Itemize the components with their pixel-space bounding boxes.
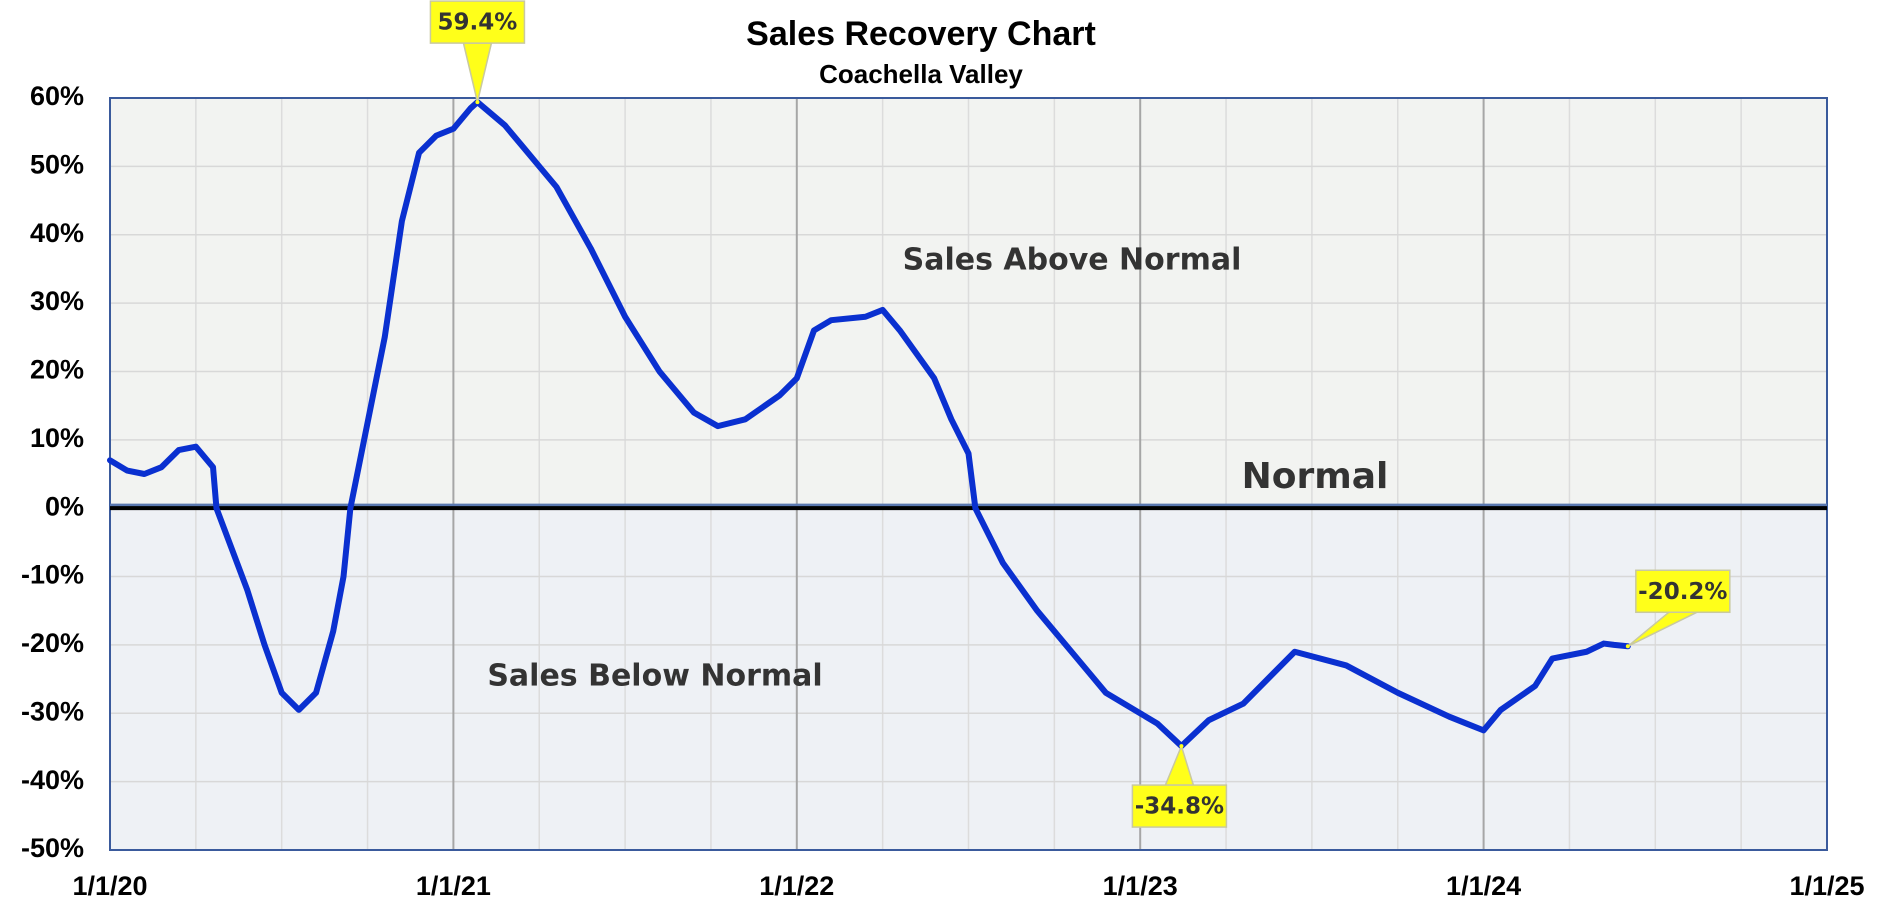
data-line	[107, 99, 1631, 750]
y-tick-label: -20%	[21, 628, 84, 658]
callout-label: -20.2%	[1638, 579, 1727, 605]
callout-label: -34.8%	[1135, 794, 1224, 820]
chart-subtitle: Coachella Valley	[819, 59, 1023, 89]
y-tick-label: 0%	[45, 491, 84, 521]
callout-point	[475, 100, 480, 105]
y-tick-label: 10%	[30, 423, 84, 453]
chart-title: Sales Recovery Chart	[746, 15, 1096, 53]
x-tick-label: 1/1/22	[759, 871, 834, 901]
y-tick-label: -10%	[21, 560, 84, 590]
y-tick-label: 20%	[30, 355, 84, 385]
x-tick-label: 1/1/25	[1789, 871, 1864, 901]
callout-point	[1625, 644, 1630, 649]
y-tick-label: -40%	[21, 765, 84, 795]
callout-box	[429, 0, 526, 44]
x-tick-label: 1/1/21	[416, 871, 491, 901]
plot-border	[109, 97, 1828, 851]
callout-point	[1179, 744, 1184, 749]
region-label: Normal	[1242, 456, 1389, 497]
y-tick-label: 50%	[30, 149, 84, 179]
y-tick-label: 40%	[30, 218, 84, 248]
callout-label: 59.4%	[438, 10, 518, 36]
region-label: Sales Above Normal	[903, 243, 1242, 278]
y-tick-label: -50%	[21, 833, 84, 863]
y-tick-label: -30%	[21, 696, 84, 726]
x-tick-label: 1/1/23	[1103, 871, 1178, 901]
callout-box	[1131, 784, 1228, 828]
x-tick-label: 1/1/24	[1446, 871, 1521, 901]
callout-pointer	[462, 42, 493, 103]
x-tick-label: 1/1/20	[72, 871, 147, 901]
y-tick-label: 30%	[30, 286, 84, 316]
y-tick-label: 60%	[30, 81, 84, 111]
region-label: Sales Below Normal	[487, 659, 822, 694]
callout-box	[1635, 569, 1731, 614]
